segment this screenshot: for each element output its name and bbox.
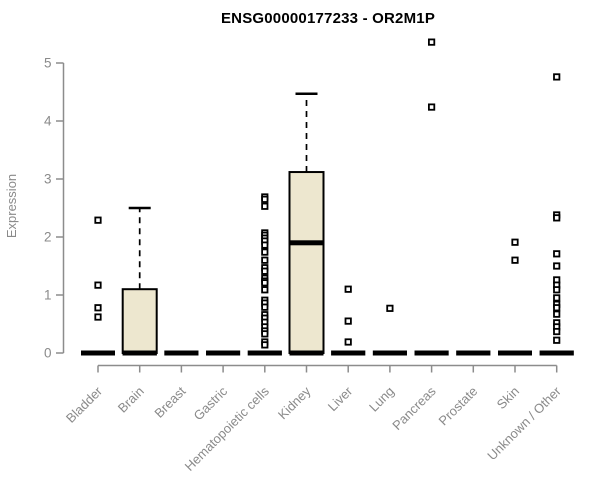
median-bar (456, 350, 491, 356)
outlier-point (553, 310, 561, 318)
outlier-point (553, 286, 561, 294)
outlier-point (261, 303, 269, 311)
outlier-point (511, 238, 519, 246)
x-tick-label: Gastric (191, 383, 231, 423)
median-bar (164, 350, 199, 356)
y-tick-label: 1 (44, 288, 52, 303)
median-bar (206, 350, 241, 356)
median-bar (122, 350, 157, 356)
median-bar (331, 350, 366, 356)
y-tick-label: 4 (44, 114, 52, 129)
x-tick-label: Breast (151, 383, 188, 420)
outlier-point (386, 304, 394, 312)
y-tick-label: 2 (44, 230, 52, 245)
x-tick-label: Prostate (436, 384, 481, 429)
outlier-point (553, 262, 561, 270)
outlier-point (261, 202, 269, 210)
box-rect (121, 288, 158, 355)
median-bar (372, 350, 407, 356)
median-bar (247, 350, 282, 356)
outlier-point (553, 336, 561, 344)
x-tick-label: Liver (325, 383, 356, 414)
x-tick-label: Pancreas (389, 383, 439, 433)
x-tick-label: Lung (366, 384, 397, 415)
outlier-point (261, 267, 269, 275)
y-tick-label: 0 (44, 346, 52, 361)
outlier-point (553, 294, 561, 302)
outlier-point (427, 103, 436, 111)
chart-title: ENSG00000177233 - OR2M1P (220, 10, 436, 27)
outlier-point (261, 286, 269, 294)
outlier-point (344, 317, 352, 325)
outlier-point (94, 313, 102, 321)
median-bar (81, 350, 115, 356)
outlier-point (261, 241, 269, 249)
x-tick-label: Unknown / Other (484, 383, 564, 463)
outlier-point (344, 285, 352, 293)
outlier-point (344, 338, 352, 346)
outlier-point (511, 256, 519, 264)
median-bar (498, 350, 532, 356)
outlier-point (94, 216, 102, 224)
outlier-point (553, 250, 561, 258)
outlier-point (553, 214, 561, 222)
x-tick-label: Kidney (275, 383, 314, 422)
outlier-point (261, 248, 269, 256)
outlier-point (553, 327, 561, 336)
median-bar (289, 240, 324, 246)
outlier-point (261, 330, 269, 338)
outlier-point (261, 341, 269, 349)
outlier-point (94, 281, 102, 289)
box-rect (288, 171, 325, 354)
y-tick-label: 3 (44, 172, 52, 187)
outlier-point (94, 304, 102, 312)
outlier-point (553, 73, 561, 81)
median-bar (539, 350, 574, 356)
outlier-point (261, 256, 269, 264)
box-bottom-edge (289, 350, 324, 356)
x-tick-label: Bladder (63, 383, 106, 426)
outlier-point (261, 195, 269, 203)
median-bar (414, 350, 449, 356)
outlier-point (427, 38, 436, 46)
x-tick-label: Brain (115, 384, 147, 416)
x-tick-label: Skin (494, 384, 522, 412)
y-tick-label: 5 (44, 56, 52, 71)
outlier-point (261, 279, 269, 287)
outlier-point (553, 304, 561, 312)
